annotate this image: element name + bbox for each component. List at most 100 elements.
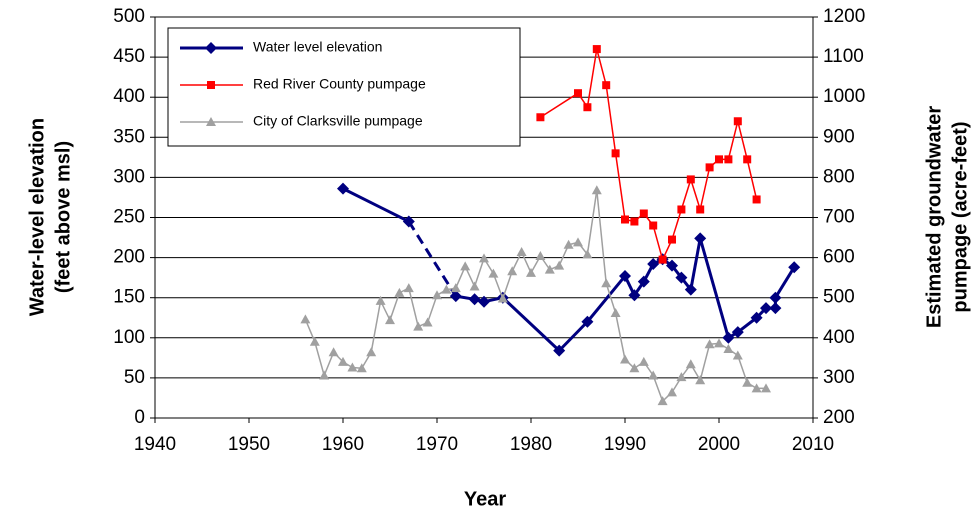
marker	[574, 89, 582, 98]
line-segment	[737, 355, 748, 383]
marker	[468, 293, 481, 306]
marker	[705, 163, 714, 172]
legend: Water level elevation Red River County pu…	[167, 27, 521, 147]
marker	[583, 103, 592, 112]
marker	[761, 383, 771, 393]
marker	[619, 270, 631, 283]
marker	[677, 205, 686, 214]
marker	[601, 278, 612, 288]
marker	[206, 117, 216, 126]
marker	[309, 336, 320, 346]
marker	[526, 267, 536, 277]
marker	[441, 284, 452, 294]
marker	[328, 347, 339, 357]
marker	[648, 370, 659, 380]
marker	[413, 321, 424, 331]
marker	[750, 311, 763, 324]
y2-tick-label: 500	[823, 287, 855, 308]
y-tick-label: 0	[134, 407, 145, 428]
marker	[724, 155, 733, 164]
marker	[722, 331, 735, 344]
line-segment	[614, 312, 626, 360]
marker	[732, 350, 743, 360]
line-segment	[689, 238, 702, 290]
marker	[715, 155, 723, 164]
legend-label: Water level elevation	[253, 39, 382, 55]
legend-label: City of Clarksville pumpage	[253, 113, 423, 129]
y2-tick-label: 1200	[823, 6, 865, 27]
line-segment	[652, 225, 664, 260]
marker	[704, 339, 715, 349]
marker	[733, 117, 742, 126]
line-segment	[473, 258, 485, 287]
line-segment	[370, 300, 382, 353]
marker	[751, 383, 762, 393]
marker	[347, 362, 358, 372]
line-segment	[314, 341, 325, 376]
marker	[356, 363, 367, 373]
marker	[385, 315, 395, 325]
y-tick-label: 50	[124, 367, 145, 388]
marker	[769, 302, 782, 315]
x-tick-label: 1980	[510, 434, 552, 455]
line-segment	[690, 179, 701, 210]
marker	[403, 283, 414, 293]
line-segment	[586, 48, 598, 108]
line-segment	[596, 190, 607, 284]
x-tick-label: 1970	[416, 434, 458, 455]
marker	[694, 232, 707, 245]
marker	[629, 363, 640, 373]
line-segment	[746, 159, 758, 200]
marker	[752, 195, 761, 204]
marker	[207, 81, 215, 89]
x-tick-label: 1990	[604, 434, 646, 455]
x-axis-title: Year	[464, 488, 506, 510]
y2-tick-label: 900	[823, 126, 855, 147]
marker	[422, 317, 433, 327]
marker	[658, 255, 667, 264]
x-tick-label: 2010	[792, 434, 834, 455]
line-segment	[501, 296, 561, 352]
marker	[760, 302, 772, 315]
line-segment	[652, 375, 664, 402]
marker	[638, 356, 649, 366]
marker	[639, 209, 648, 218]
line-segment	[492, 273, 504, 299]
marker	[620, 354, 630, 364]
marker	[460, 261, 471, 271]
line-segment	[727, 121, 739, 160]
marker	[649, 221, 658, 230]
marker	[675, 271, 688, 284]
marker	[714, 338, 724, 348]
marker	[432, 290, 442, 300]
y-tick-label: 100	[113, 327, 145, 348]
y2-tick-label: 200	[823, 407, 855, 428]
y-tick-label: 450	[113, 46, 145, 67]
line-segment	[699, 344, 711, 381]
y-tick-label: 200	[113, 247, 145, 268]
line-segment	[671, 209, 683, 240]
marker	[449, 290, 462, 303]
y-tick-label: 250	[113, 207, 145, 228]
x-tick-label: 2000	[698, 434, 740, 455]
y-axis-title-line: Water-level elevation	[26, 118, 48, 316]
marker	[544, 264, 555, 274]
marker	[563, 239, 574, 249]
line-segment	[605, 85, 617, 154]
marker	[788, 261, 801, 274]
line-segment	[342, 187, 410, 223]
marker	[657, 396, 668, 406]
marker	[516, 246, 527, 256]
marker	[375, 295, 386, 305]
marker	[602, 81, 611, 90]
line-segment	[408, 287, 419, 327]
marker	[582, 249, 593, 259]
y-tick-label: 500	[113, 6, 145, 27]
line-segment	[586, 190, 598, 255]
line-segment	[605, 283, 617, 314]
marker	[630, 217, 639, 226]
marker	[684, 283, 697, 296]
marker	[667, 387, 677, 397]
marker	[668, 235, 676, 244]
line-segment	[558, 320, 589, 352]
